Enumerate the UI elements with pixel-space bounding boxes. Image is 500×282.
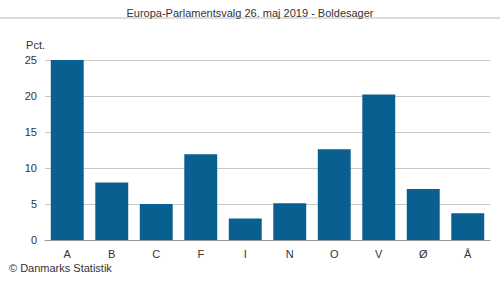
svg-text:C: C: [152, 248, 160, 260]
svg-text:5: 5: [31, 198, 37, 210]
svg-text:25: 25: [25, 54, 37, 66]
svg-text:10: 10: [25, 162, 37, 174]
svg-text:Å: Å: [464, 248, 472, 260]
svg-text:20: 20: [25, 90, 37, 102]
svg-text:Europa-Parlamentsvalg 26. maj: Europa-Parlamentsvalg 26. maj 2019 - Bol…: [126, 7, 373, 19]
svg-text:A: A: [64, 248, 72, 260]
svg-text:N: N: [286, 248, 294, 260]
svg-text:© Danmarks Statistik: © Danmarks Statistik: [9, 262, 112, 274]
svg-text:F: F: [197, 248, 204, 260]
svg-text:15: 15: [25, 126, 37, 138]
svg-text:Ø: Ø: [419, 248, 428, 260]
svg-text:B: B: [108, 248, 115, 260]
svg-text:I: I: [244, 248, 247, 260]
svg-text:O: O: [330, 248, 339, 260]
svg-text:V: V: [375, 248, 383, 260]
svg-text:Pct.: Pct.: [26, 39, 45, 51]
svg-text:0: 0: [31, 234, 37, 246]
